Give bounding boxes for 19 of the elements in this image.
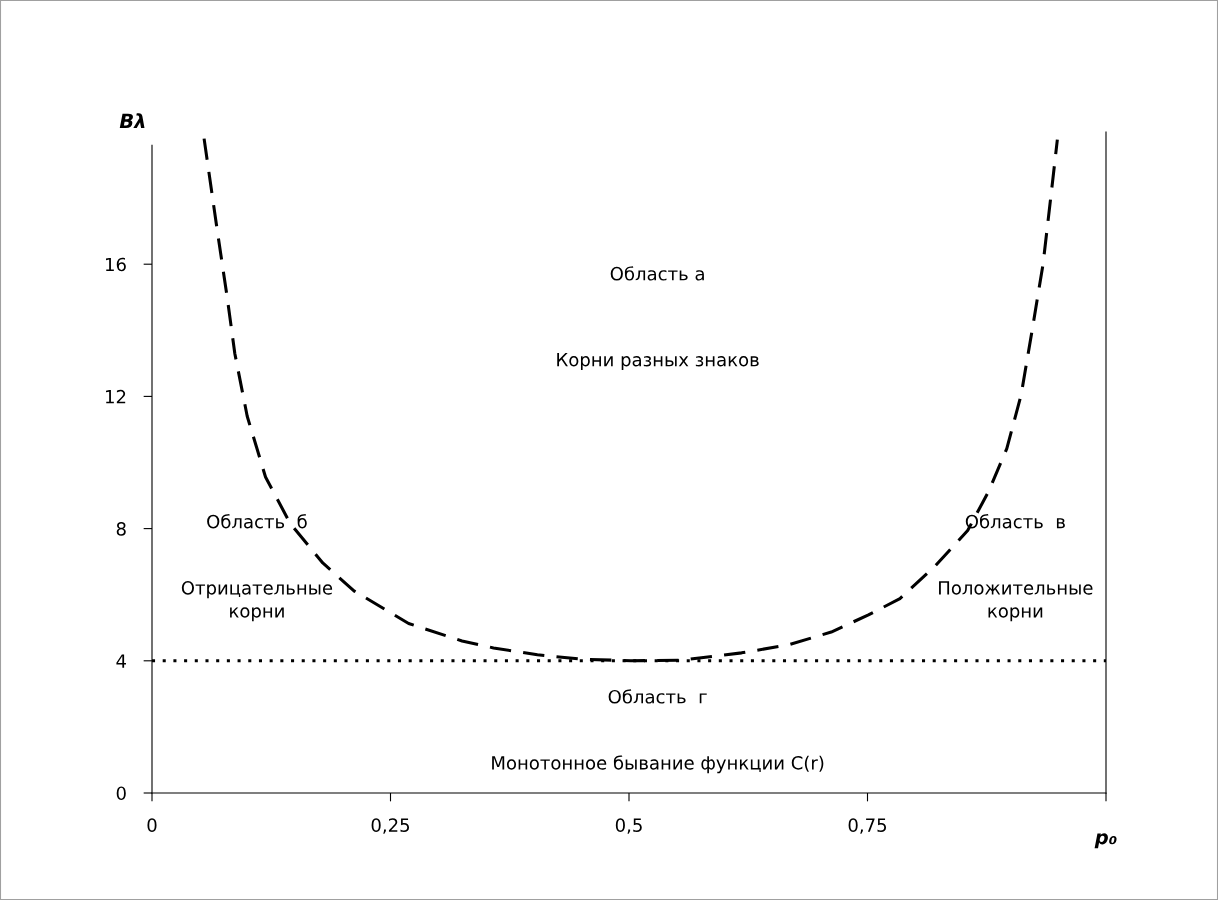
annotation: Область в [965, 514, 1065, 529]
y-tick-label: 0 [116, 786, 126, 801]
annotation: Корни разных знаков [557, 353, 759, 370]
y-tick-label: 16 [106, 257, 126, 272]
annotation: Область г [608, 689, 707, 704]
y-axis-title: Bλ [119, 113, 145, 128]
x-tick-label: 0,25 [371, 818, 410, 834]
x-tick-label: 0 [147, 818, 157, 832]
x-tick-label: 0,75 [848, 818, 887, 834]
annotation: Область а [610, 266, 704, 281]
y-tick-label: 4 [116, 654, 126, 668]
x-axis-title: p₀ [1094, 833, 1117, 849]
y-tick-label: 12 [106, 389, 126, 404]
annotation: Отрицательные корни [181, 581, 333, 622]
annotation: Положительные корни [939, 581, 1093, 622]
annotation: Область б [207, 514, 307, 529]
y-tick-label: 8 [116, 522, 126, 536]
annotation: Монотонное бывание функции C(r) [492, 755, 824, 774]
x-tick-label: 0,5 [615, 818, 642, 834]
